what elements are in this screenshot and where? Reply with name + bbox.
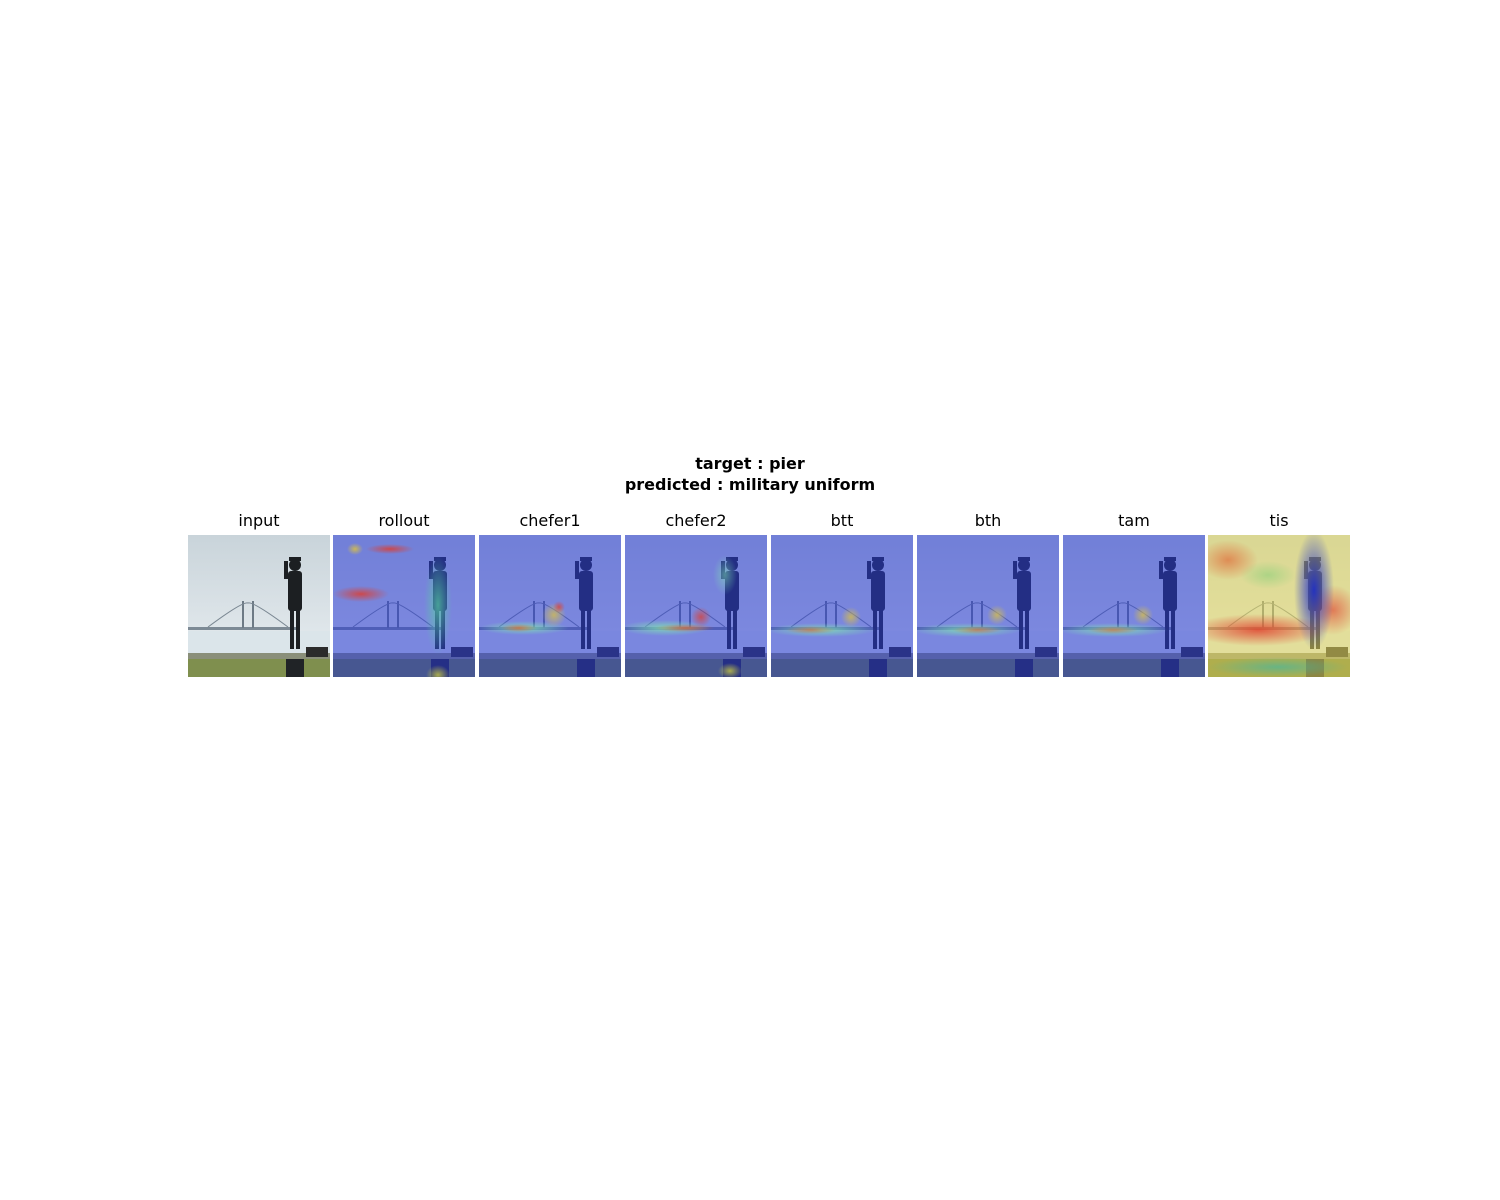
panel-title-tis: tis <box>1269 511 1289 530</box>
target-label: target : pier <box>695 454 805 473</box>
panel-title-chefer2: chefer2 <box>665 511 727 530</box>
input-image <box>188 535 330 677</box>
heatmap-image-btt <box>771 535 913 677</box>
heatmap-image-tam <box>1063 535 1205 677</box>
panel-title-chefer1: chefer1 <box>519 511 581 530</box>
heatmap-image-chefer2 <box>625 535 767 677</box>
panel-title-bth: bth <box>974 511 1002 530</box>
panel-title-input: input <box>238 511 280 530</box>
panel-title-rollout: rollout <box>378 511 430 530</box>
predicted-label: predicted : military uniform <box>624 475 876 494</box>
heatmap-image-tis <box>1208 535 1350 677</box>
heatmap-image-rollout <box>333 535 475 677</box>
heatmap-image-bth <box>917 535 1059 677</box>
panel-title-tam: tam <box>1118 511 1150 530</box>
panel-title-btt: btt <box>830 511 854 530</box>
heatmap-image-chefer1 <box>479 535 621 677</box>
